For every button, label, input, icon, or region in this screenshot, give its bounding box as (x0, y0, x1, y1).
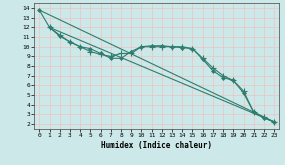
X-axis label: Humidex (Indice chaleur): Humidex (Indice chaleur) (101, 141, 212, 150)
